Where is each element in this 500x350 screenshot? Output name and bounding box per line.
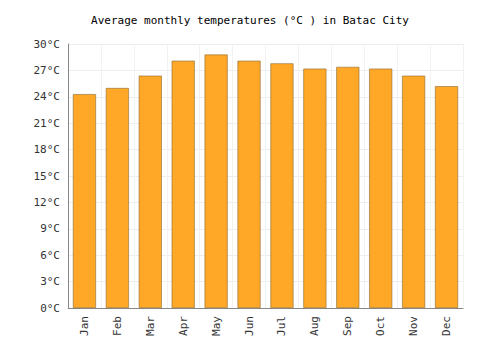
svg-text:Average monthly temperatures (: Average monthly temperatures (°C ) in Ba… [91,14,409,27]
svg-text:15°C: 15°C [34,170,61,183]
svg-text:May: May [210,316,223,336]
svg-text:18°C: 18°C [34,143,61,156]
svg-text:Apr: Apr [177,316,190,336]
svg-text:21°C: 21°C [34,117,61,130]
svg-text:3°C: 3°C [40,275,60,288]
svg-text:Jul: Jul [275,316,288,336]
svg-text:Dec: Dec [440,316,453,336]
svg-text:30°C: 30°C [34,38,61,51]
svg-text:Mar: Mar [144,316,157,336]
svg-text:Nov: Nov [407,316,420,336]
svg-text:12°C: 12°C [34,196,61,209]
svg-text:Aug: Aug [308,316,321,336]
svg-text:6°C: 6°C [40,249,60,262]
svg-text:9°C: 9°C [40,222,60,235]
svg-text:0°C: 0°C [40,302,60,315]
svg-text:Feb: Feb [111,316,124,336]
svg-text:27°C: 27°C [34,64,61,77]
svg-text:Oct: Oct [374,316,387,336]
svg-text:Jan: Jan [78,316,91,336]
svg-text:24°C: 24°C [34,90,61,103]
svg-text:Sep: Sep [341,316,354,336]
svg-text:Jun: Jun [243,316,256,336]
